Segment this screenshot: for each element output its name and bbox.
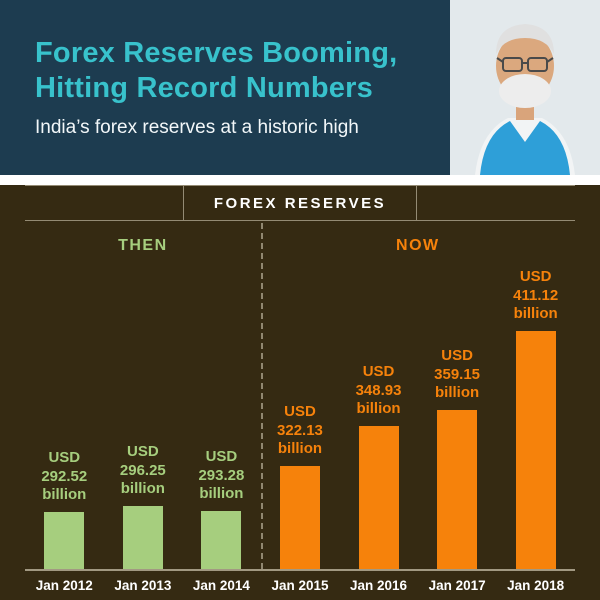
- bar: [122, 506, 163, 569]
- bar-column: USD 411.12 billion: [496, 257, 575, 569]
- group-label: NOW: [396, 237, 440, 254]
- bar-value-label: USD 348.93 billion: [355, 362, 402, 418]
- bar-column: USD 359.15 billion: [418, 257, 497, 569]
- section-title: FOREX RESERVES: [182, 186, 418, 220]
- bar: [44, 512, 85, 569]
- x-axis-label: Jan 2013: [114, 578, 172, 593]
- bar-column: USD 293.28 billion: [182, 257, 261, 569]
- x-axis-line: [25, 569, 575, 571]
- header: Forex Reserves Booming, Hitting Record N…: [0, 0, 600, 175]
- bar-value-label: USD 292.52 billion: [41, 448, 88, 504]
- section-title-band: FOREX RESERVES: [25, 185, 575, 221]
- bar-column: USD 348.93 billion: [339, 257, 418, 569]
- x-axis-labels: Jan 2012 Jan 2013 Jan 2014 Jan 2015 Jan 2016…: [25, 571, 575, 593]
- x-axis-label: Jan 2016: [350, 578, 408, 593]
- bar-column: USD 296.25 billion: [104, 257, 183, 569]
- person-photo: [450, 0, 600, 175]
- title-line1: Forex Reserves Booming,: [35, 37, 398, 69]
- x-axis-label: Jan 2018: [507, 578, 565, 593]
- bar-value-label: USD 293.28 billion: [198, 447, 245, 503]
- bar-value-label: USD 359.15 billion: [434, 346, 481, 402]
- x-axis-label: Jan 2012: [35, 578, 93, 593]
- subtitle: India’s forex reserves at a historic hig…: [35, 116, 359, 138]
- group-labels: THEN NOW: [25, 237, 575, 257]
- bars-row: USD 292.52 billion USD 296.25 billion USD 293.2…: [25, 257, 575, 569]
- person-photo-graphic: [450, 0, 600, 175]
- bar: [515, 331, 556, 569]
- x-axis-label: Jan 2015: [271, 578, 329, 593]
- page-title: Forex Reserves Booming, Hitting Record N…: [0, 0, 600, 106]
- bar-chart: USD 292.52 billion USD 296.25 billion USD 293.2…: [25, 223, 575, 569]
- title-line2: Hitting Record Numbers: [35, 71, 373, 104]
- x-axis-label: Jan 2014: [192, 578, 250, 593]
- bar-value-label: USD 322.13 billion: [277, 402, 323, 458]
- bar: [358, 426, 399, 569]
- bar-column: USD 292.52 billion: [25, 257, 104, 569]
- group-label: THEN: [118, 237, 168, 254]
- bar: [201, 511, 242, 569]
- bar: [437, 410, 478, 569]
- bar-value-label: USD 411.12 billion: [513, 267, 559, 323]
- x-axis-label: Jan 2017: [428, 578, 486, 593]
- bar: [279, 466, 320, 569]
- bar-value-label: USD 296.25 billion: [119, 442, 166, 498]
- chart-section: FOREX RESERVES THEN NOW USD 292.52 billion U…: [0, 185, 600, 600]
- bar-column: USD 322.13 billion: [261, 257, 340, 569]
- then-now-divider: [260, 223, 263, 569]
